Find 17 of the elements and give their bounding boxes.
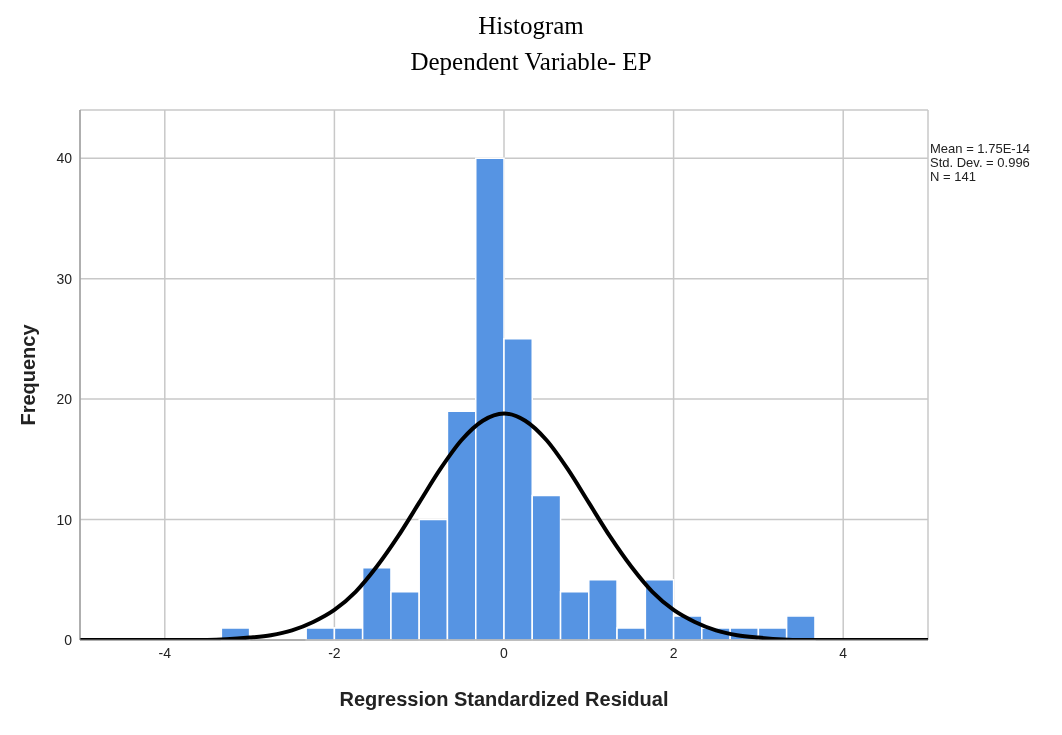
x-tick-label: 2 (669, 644, 678, 661)
text: Std. Dev. = 0.996 (930, 155, 1031, 170)
text: N = 141 (930, 169, 977, 184)
y-tick-label: 40 (56, 150, 73, 167)
y-tick-label: 10 (56, 511, 73, 528)
y-axis-title: Frequency (17, 323, 40, 426)
chart-subtitle: Dependent Variable- EP (409, 47, 653, 77)
chart-title: Histogram (477, 11, 585, 41)
y-tick-label: 30 (56, 270, 73, 287)
y-tick-label: 0 (64, 631, 73, 648)
x-tick-label: 4 (839, 644, 848, 661)
x-axis-title: Regression Standardized Residual (339, 688, 669, 710)
y-tick-label: 20 (56, 391, 73, 408)
x-tick-label: -2 (328, 644, 341, 661)
x-tick-label: 0 (500, 644, 509, 661)
text: Mean = 1.75E-14 (930, 141, 1031, 156)
x-tick-label: -4 (158, 644, 172, 661)
